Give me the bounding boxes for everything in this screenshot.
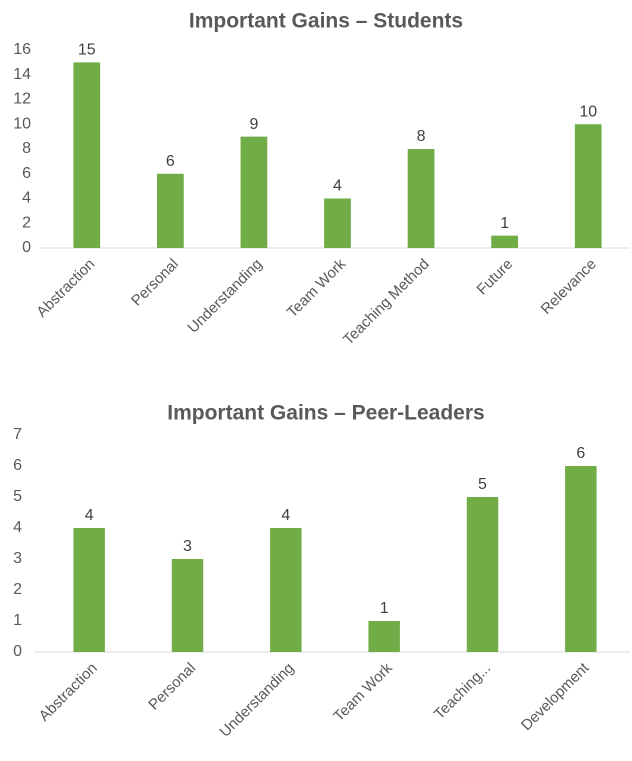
bar [73, 528, 105, 652]
y-tick-label: 14 [13, 66, 31, 83]
data-label: 5 [478, 476, 487, 493]
x-tick-label: Personal [145, 660, 199, 714]
bar [156, 173, 184, 248]
y-tick-label: 4 [13, 519, 22, 536]
y-tick-label: 4 [22, 190, 31, 207]
y-tick-label: 2 [13, 581, 22, 598]
x-tick-label: Team Work [330, 659, 396, 725]
data-label: 10 [579, 103, 597, 120]
y-tick-label: 7 [13, 426, 22, 443]
y-tick-label: 2 [22, 214, 31, 231]
data-label: 3 [183, 538, 192, 555]
y-tick-label: 16 [13, 41, 31, 58]
x-tick-label: Team Work [284, 255, 350, 321]
x-tick-label: Understanding [216, 660, 297, 741]
x-tick-label: Development [518, 659, 593, 734]
y-tick-label: 3 [13, 550, 22, 567]
data-label: 1 [380, 600, 389, 617]
data-label: 8 [417, 128, 426, 145]
y-tick-label: 0 [22, 239, 31, 256]
data-label: 9 [249, 116, 258, 133]
data-label: 4 [281, 507, 290, 524]
chart-title: Important Gains – Peer-Leaders [167, 402, 484, 425]
y-tick-label: 12 [13, 91, 31, 108]
y-tick-label: 1 [13, 612, 22, 629]
bar [171, 559, 204, 652]
data-label: 4 [85, 507, 94, 524]
bar [491, 235, 519, 248]
chart-title: Important Gains – Students [189, 10, 463, 33]
x-tick-label: Teaching Method [340, 256, 433, 349]
data-label: 1 [500, 215, 509, 232]
y-tick-label: 6 [22, 165, 31, 182]
bar [324, 198, 351, 248]
bar [73, 62, 101, 248]
x-tick-label: Understanding [185, 256, 266, 337]
y-tick-label: 0 [13, 643, 22, 660]
x-tick-label: Relevance [538, 256, 600, 318]
bar [565, 466, 597, 652]
bar [407, 149, 435, 248]
bar [574, 124, 602, 248]
bar [368, 621, 400, 652]
y-tick-label: 6 [13, 457, 22, 474]
x-tick-label: Teaching... [431, 660, 494, 723]
x-tick-label: Abstraction [36, 660, 101, 725]
y-tick-label: 8 [22, 140, 31, 157]
x-tick-label: Future [474, 256, 517, 299]
bar [466, 497, 499, 652]
x-tick-label: Personal [128, 256, 182, 310]
data-label: 6 [166, 153, 175, 170]
bar [270, 528, 302, 652]
data-label: 4 [333, 178, 342, 195]
x-tick-label: Abstraction [33, 256, 98, 321]
y-tick-label: 10 [13, 115, 31, 132]
data-label: 6 [576, 445, 585, 462]
data-label: 15 [78, 42, 96, 59]
y-tick-label: 5 [13, 488, 22, 505]
bar [240, 136, 268, 248]
